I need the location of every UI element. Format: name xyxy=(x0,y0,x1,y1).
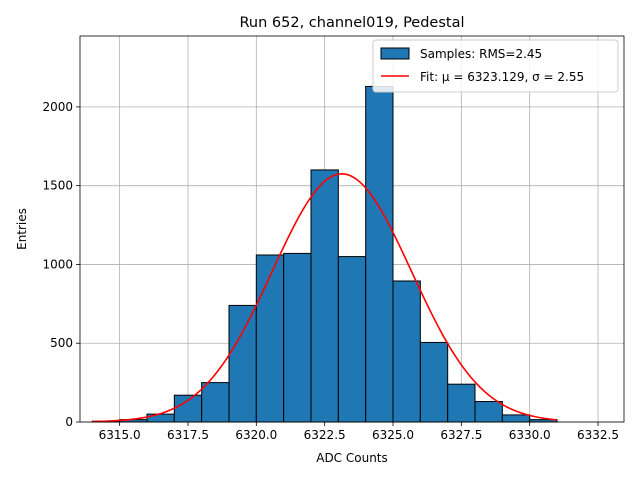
fit-curve xyxy=(92,173,558,423)
x-tick-label: 6332.5 xyxy=(577,428,619,442)
y-tick-label: 0 xyxy=(65,415,73,429)
x-tick-label: 6317.5 xyxy=(167,428,209,442)
x-axis-ticks: 6315.0 6317.5 6320.0 6322.5 6325.0 6327.5 6330… xyxy=(99,422,619,442)
y-tick-label: 2000 xyxy=(42,100,73,114)
histogram-bar xyxy=(310,169,339,423)
x-tick-label: 6320.0 xyxy=(235,428,277,442)
histogram-bars xyxy=(91,85,558,423)
histogram-bar xyxy=(474,401,503,423)
histogram-bar xyxy=(255,254,285,423)
histogram-bar xyxy=(173,394,203,423)
legend-histogram-swatch xyxy=(380,47,410,60)
x-tick-label: 6327.5 xyxy=(440,428,482,442)
histogram-bar xyxy=(365,85,394,423)
x-tick-label: 6322.5 xyxy=(304,428,346,442)
legend-box xyxy=(372,39,619,93)
histogram-bar xyxy=(447,383,476,423)
legend-fit-label: Fit: μ = 6323.129, σ = 2.55 xyxy=(420,70,584,84)
plot-area-frame xyxy=(79,35,625,423)
y-tick-label: 500 xyxy=(50,336,73,350)
x-tick-label: 6325.0 xyxy=(372,428,414,442)
histogram-bar xyxy=(228,304,257,423)
legend-histogram-label: Samples: RMS=2.45 xyxy=(420,47,542,61)
histogram-bar xyxy=(146,413,175,423)
chart-title: Run 652, channel019, Pedestal xyxy=(239,15,464,31)
histogram-bar xyxy=(419,341,449,423)
histogram-bar xyxy=(201,382,230,423)
histogram-bar xyxy=(392,280,421,423)
y-axis-ticks: 0 500 1000 1500 2000 xyxy=(42,100,80,429)
fit-curve-layer xyxy=(92,173,558,423)
legend: Samples: RMS=2.45 Fit: μ = 6323.129, σ =… xyxy=(372,39,619,93)
x-axis-label: ADC Counts xyxy=(316,451,388,465)
y-axis-label: Entries xyxy=(15,208,29,250)
x-tick-label: 6315.0 xyxy=(99,428,141,442)
histogram-bar xyxy=(337,256,367,423)
y-tick-label: 1000 xyxy=(42,257,73,271)
x-tick-label: 6330.0 xyxy=(509,428,551,442)
histogram-bar xyxy=(501,414,531,423)
histogram-bar xyxy=(283,252,312,423)
y-tick-label: 1500 xyxy=(42,179,73,193)
